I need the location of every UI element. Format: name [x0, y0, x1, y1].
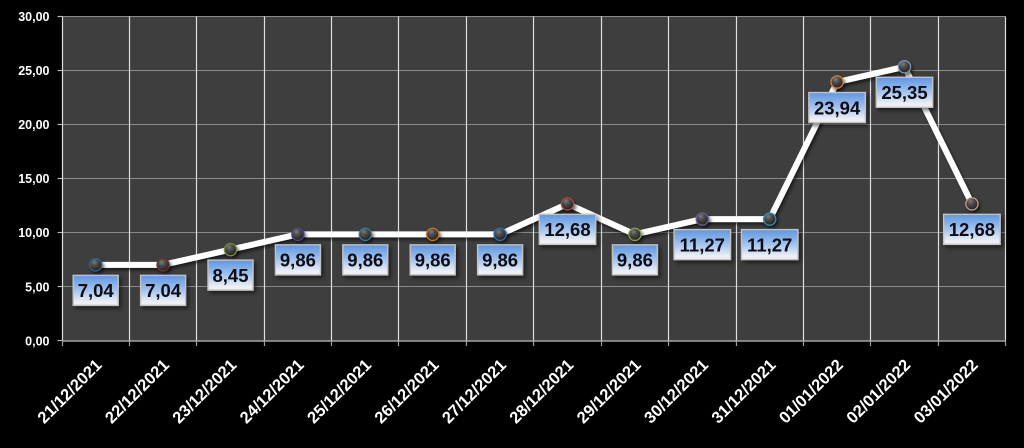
svg-text:9,86: 9,86 — [280, 250, 316, 271]
svg-text:0,00: 0,00 — [25, 334, 49, 348]
svg-text:11,27: 11,27 — [747, 234, 792, 255]
svg-text:7,04: 7,04 — [78, 280, 115, 301]
svg-text:11,27: 11,27 — [680, 234, 725, 255]
svg-text:25,35: 25,35 — [881, 82, 927, 103]
svg-text:10,00: 10,00 — [18, 226, 49, 240]
svg-text:9,86: 9,86 — [347, 250, 383, 271]
svg-text:9,86: 9,86 — [482, 250, 518, 271]
svg-text:7,04: 7,04 — [145, 280, 182, 301]
svg-text:5,00: 5,00 — [25, 280, 49, 294]
svg-text:23,94: 23,94 — [814, 97, 861, 118]
svg-text:30,00: 30,00 — [18, 10, 49, 24]
svg-text:8,45: 8,45 — [212, 265, 248, 286]
svg-text:12,68: 12,68 — [544, 219, 590, 240]
svg-text:12,68: 12,68 — [949, 219, 995, 240]
svg-text:9,86: 9,86 — [617, 250, 653, 271]
svg-text:15,00: 15,00 — [18, 172, 49, 186]
svg-text:9,86: 9,86 — [415, 250, 451, 271]
svg-text:20,00: 20,00 — [18, 118, 49, 132]
svg-text:25,00: 25,00 — [18, 64, 49, 78]
